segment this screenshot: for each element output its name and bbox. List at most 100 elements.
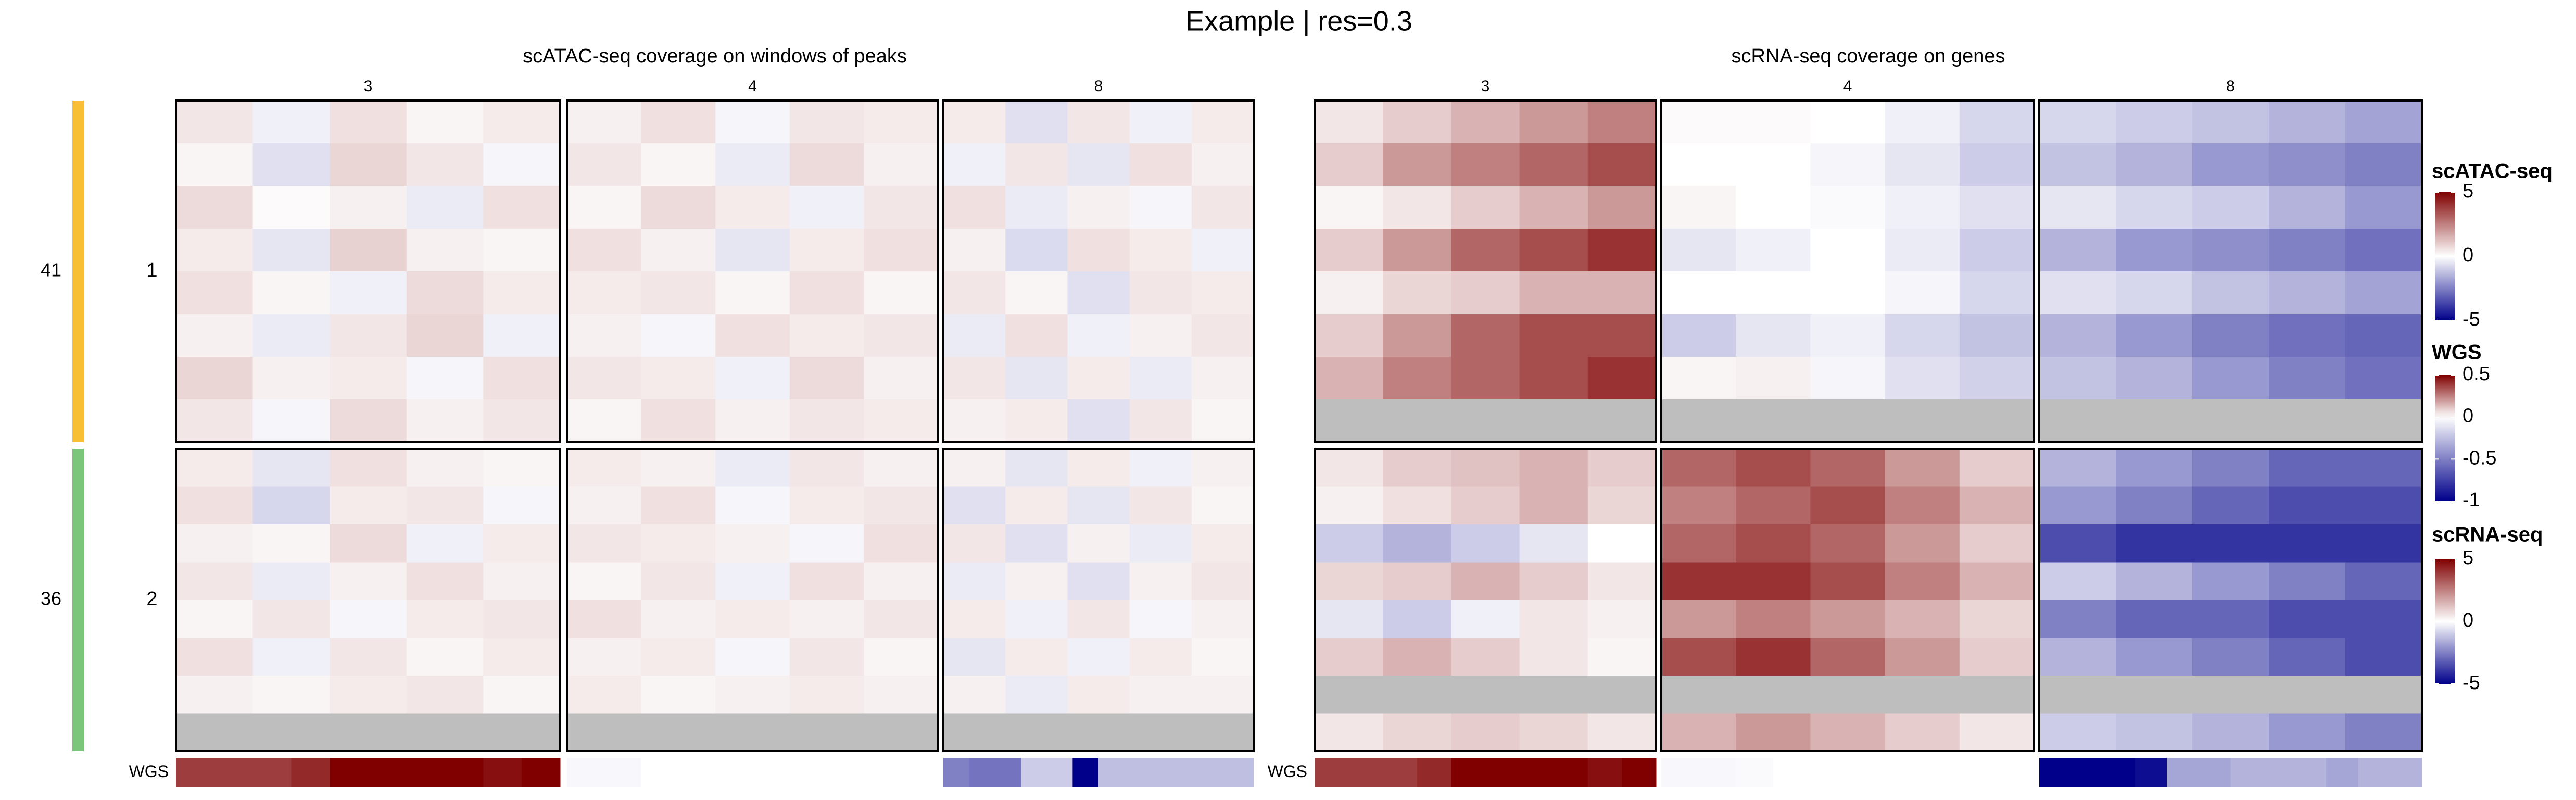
heatmap-cell	[2345, 676, 2422, 714]
heatmap-cell	[2039, 713, 2116, 752]
wgs-segment	[1348, 758, 1383, 788]
heatmap-cell	[2345, 271, 2422, 315]
cluster-bar	[72, 449, 84, 751]
heatmap-cell	[715, 562, 790, 601]
heatmap-cell	[715, 638, 790, 676]
wgs-segment	[1021, 758, 1047, 788]
heatmap-cell	[1810, 101, 1886, 144]
column-label: 3	[1481, 78, 1490, 95]
heatmap-cell	[1661, 486, 1736, 525]
heatmap-cell	[176, 357, 254, 400]
heatmap-cell	[2345, 143, 2422, 186]
heatmap-cell	[1736, 399, 1811, 443]
heatmap-cell	[483, 143, 561, 186]
heatmap-cell	[483, 449, 561, 487]
heatmap-cell	[1315, 713, 1383, 752]
heatmap-cell	[789, 143, 864, 186]
heatmap-cell	[176, 101, 254, 144]
heatmap-cell	[252, 486, 330, 525]
heatmap-cell	[1191, 101, 1254, 144]
heatmap-cell	[252, 399, 330, 443]
wgs-segment	[483, 758, 522, 788]
heatmap-cell	[1519, 229, 1588, 272]
heatmap-cell	[1661, 524, 1736, 562]
heatmap-cell	[176, 638, 254, 676]
heatmap-cell	[567, 271, 642, 315]
heatmap-cell	[1129, 143, 1192, 186]
heatmap-cell	[1587, 524, 1657, 562]
heatmap-cell	[1736, 676, 1811, 714]
heatmap-cell	[1067, 449, 1130, 487]
heatmap-cell	[483, 101, 561, 144]
heatmap-cell	[176, 486, 254, 525]
heatmap-cell	[864, 676, 939, 714]
wgs-segment	[2326, 758, 2358, 788]
heatmap-cell	[1383, 562, 1451, 601]
heatmap-cell	[1191, 524, 1254, 562]
heatmap-cell	[1587, 562, 1657, 601]
heatmap-cell	[330, 271, 407, 315]
heatmap-cell	[1067, 186, 1130, 229]
heatmap-cell	[1885, 101, 1960, 144]
wgs-segment	[1698, 758, 1736, 788]
heatmap-cell	[176, 524, 254, 562]
heatmap-cell	[1383, 186, 1451, 229]
heatmap-cell	[1587, 399, 1657, 443]
heatmap-cell	[1885, 143, 1960, 186]
heatmap-cell	[943, 143, 1006, 186]
wgs-segment	[995, 758, 1021, 788]
wgs-segment	[252, 758, 292, 788]
panel-border	[2038, 448, 2423, 752]
heatmap-cell	[1959, 229, 2035, 272]
heatmap-cell	[252, 229, 330, 272]
heatmap-cell	[1587, 713, 1657, 752]
heatmap-cell	[1129, 638, 1192, 676]
heatmap-cell	[1885, 676, 1960, 714]
heatmap-cell	[2345, 399, 2422, 443]
heatmap-cell	[406, 524, 484, 562]
legend-title: scATAC-seq	[2432, 160, 2553, 183]
wgs-segment	[2135, 758, 2167, 788]
wgs-segment	[901, 758, 939, 788]
heatmap-cell	[1451, 229, 1520, 272]
heatmap-cell	[406, 143, 484, 186]
heatmap-cell	[406, 449, 484, 487]
heatmap-cell	[406, 713, 484, 752]
heatmap-cell	[1661, 357, 1736, 400]
heatmap-cell	[641, 713, 716, 752]
heatmap-cell	[2269, 314, 2346, 357]
cluster-bar	[72, 101, 84, 442]
heatmap-cell	[330, 314, 407, 357]
heatmap-cell	[789, 449, 864, 487]
heatmap-cell	[715, 676, 790, 714]
heatmap-cell	[789, 399, 864, 443]
column-label: 8	[2226, 78, 2235, 95]
heatmap-cell	[1383, 399, 1451, 443]
wgs-segment	[789, 758, 827, 788]
heatmap-cell	[252, 186, 330, 229]
legend-tick-label: -0.5	[2463, 447, 2496, 469]
heatmap-cell	[641, 357, 716, 400]
heatmap-cell	[2192, 229, 2269, 272]
heatmap-cell	[567, 562, 642, 601]
heatmap-cell	[1661, 562, 1736, 601]
heatmap-cell	[1315, 676, 1383, 714]
heatmap-cell	[1587, 101, 1657, 144]
heatmap-cell	[1129, 713, 1192, 752]
heatmap-cell	[641, 600, 716, 638]
heatmap-cell	[1451, 143, 1520, 186]
heatmap-cell	[2345, 486, 2422, 525]
heatmap-cell	[1067, 638, 1130, 676]
heatmap-cell	[864, 229, 939, 272]
heatmap-cell	[252, 562, 330, 601]
heatmap-cell	[1519, 357, 1588, 400]
panel-border	[566, 448, 939, 752]
heatmap-cell	[1005, 562, 1068, 601]
heatmap-cell	[715, 357, 790, 400]
cluster-label: 1	[146, 259, 157, 281]
heatmap-cell	[789, 676, 864, 714]
heatmap-cell	[1885, 638, 1960, 676]
heatmap-cell	[483, 676, 561, 714]
heatmap-cell	[864, 357, 939, 400]
